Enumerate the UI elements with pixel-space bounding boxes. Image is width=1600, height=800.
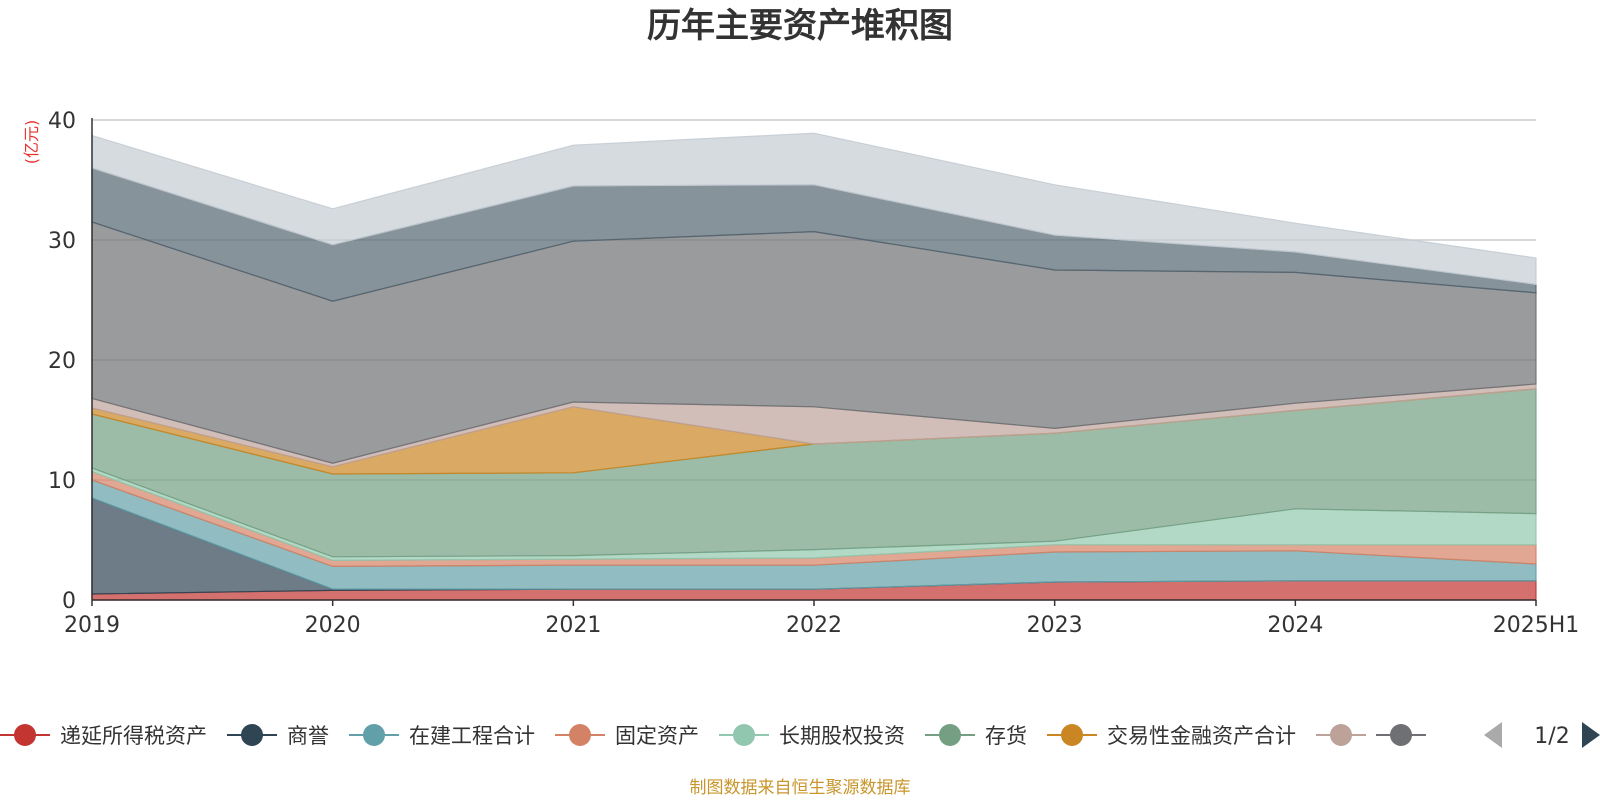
legend-label: 商誉 (287, 724, 329, 748)
legend-item-2[interactable]: 在建工程合计 (349, 724, 535, 748)
legend: 递延所得税资产 商誉 在建工程合计 固定资产 长期股权投资 存货 交易性金融资产合计 1/2 (0, 722, 1600, 749)
legend-page-indicator: 1/2 (1534, 724, 1569, 749)
legend-item-8[interactable] (1376, 724, 1426, 746)
legend-marker (1330, 724, 1352, 746)
legend-marker (241, 724, 263, 746)
legend-next-page-icon[interactable] (1582, 722, 1600, 748)
y-tick-label: 40 (48, 109, 76, 134)
legend-marker (363, 724, 385, 746)
x-tick-label: 2025H1 (1493, 613, 1580, 638)
x-tick-label: 2022 (786, 613, 842, 638)
legend-item-5[interactable]: 存货 (925, 724, 1027, 748)
y-axis-unit-label: (亿元) (22, 120, 41, 165)
x-tick-label: 2019 (64, 613, 120, 638)
legend-marker (1390, 724, 1412, 746)
x-tick-label: 2024 (1267, 613, 1323, 638)
legend-marker (733, 724, 755, 746)
legend-pager: 1/2 (1484, 722, 1600, 749)
x-tick-label: 2020 (305, 613, 361, 638)
legend-item-0[interactable]: 递延所得税资产 (0, 724, 207, 748)
legend-item-6[interactable]: 交易性金融资产合计 (1047, 724, 1296, 748)
area-series-layer (91, 132, 1537, 601)
legend-item-4[interactable]: 长期股权投资 (719, 724, 905, 748)
legend-label: 长期股权投资 (779, 724, 905, 748)
legend-marker (14, 724, 36, 746)
axes: 0 10 20 30 40 2019 2020 2021 2022 2023 2024 2025H1 (48, 109, 1579, 638)
y-tick-label: 20 (48, 349, 76, 374)
legend-item-1[interactable]: 商誉 (227, 724, 329, 748)
legend-label: 在建工程合计 (409, 724, 535, 748)
legend-label: 固定资产 (615, 724, 699, 748)
legend-label: 存货 (985, 724, 1027, 748)
x-tick-label: 2023 (1027, 613, 1083, 638)
legend-prev-page-icon[interactable] (1484, 722, 1502, 748)
legend-marker (569, 724, 591, 746)
source-note: 制图数据来自恒生聚源数据库 (689, 778, 911, 798)
area-series-10 (91, 132, 1537, 286)
legend-marker (1061, 724, 1083, 746)
y-tick-label: 10 (48, 469, 76, 494)
legend-item-7[interactable] (1316, 724, 1366, 746)
legend-marker (939, 724, 961, 746)
y-tick-label: 30 (48, 229, 76, 254)
x-tick-label: 2021 (545, 613, 601, 638)
y-tick-label: 0 (62, 589, 76, 614)
chart-title: 历年主要资产堆积图 (647, 6, 953, 46)
legend-item-3[interactable]: 固定资产 (555, 724, 699, 748)
legend-label: 递延所得税资产 (60, 724, 207, 748)
legend-label: 交易性金融资产合计 (1107, 724, 1296, 748)
